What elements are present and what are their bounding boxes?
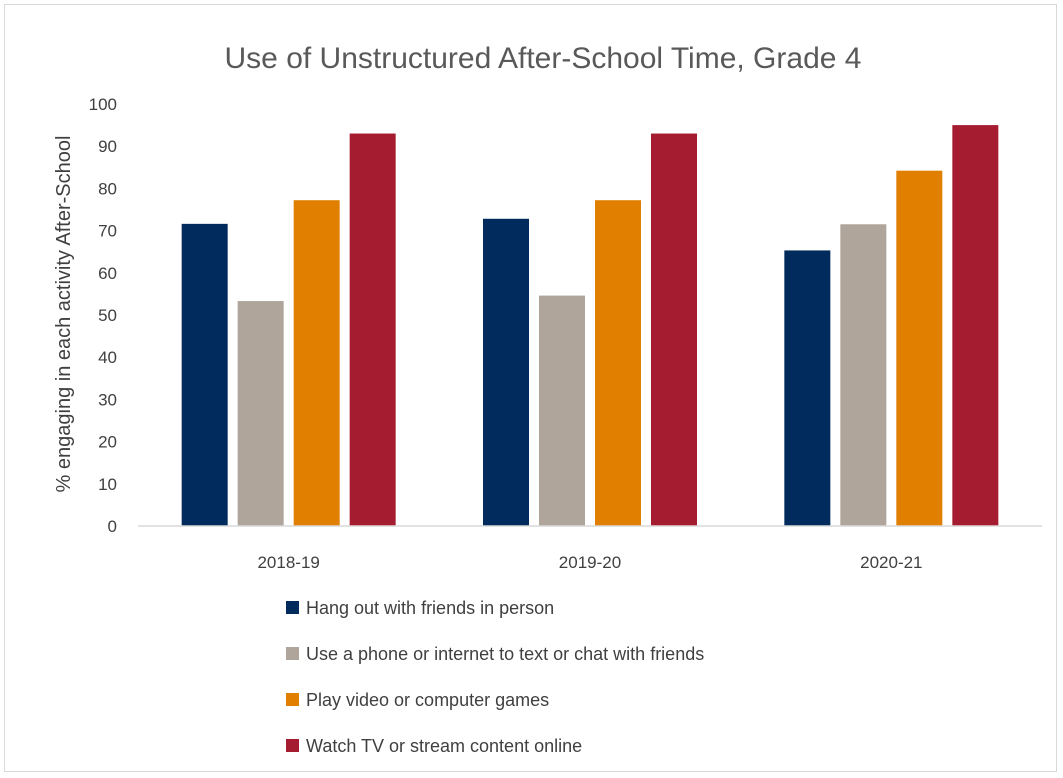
y-tick-label: 40 <box>98 348 117 367</box>
x-tick-label: 2019-20 <box>559 553 621 572</box>
bar-series-1-2018-19 <box>181 223 228 526</box>
bars <box>181 125 999 527</box>
legend-label: Use a phone or internet to text or chat … <box>306 644 704 664</box>
x-tick-label: 2020-21 <box>860 553 922 572</box>
y-tick-label: 90 <box>98 137 117 156</box>
y-tick-label: 100 <box>89 95 117 114</box>
y-tick-label: 80 <box>98 179 117 198</box>
bar-series-2-2020-21 <box>840 224 887 526</box>
y-axis-title: % engaging in each activity After-School <box>53 136 75 493</box>
y-tick-label: 70 <box>98 222 117 241</box>
legend: Hang out with friends in person Use a pho… <box>286 598 704 756</box>
bar-series-1-2019-20 <box>483 218 529 526</box>
x-tick-label: 2018-19 <box>257 553 319 572</box>
bar-series-2-2018-19 <box>237 301 284 526</box>
legend-label: Play video or computer games <box>306 690 549 710</box>
legend-swatch <box>286 739 299 752</box>
bar-series-3-2020-21 <box>896 170 943 526</box>
bar-series-4-2020-21 <box>952 125 999 526</box>
chart-title: Use of Unstructured After-School Time, G… <box>225 42 862 75</box>
x-axis-ticks: 2018-19 2019-20 2020-21 <box>257 553 922 572</box>
legend-swatch <box>286 601 299 614</box>
y-axis-ticks: 0 10 20 30 40 50 60 70 80 90 100 <box>89 95 117 536</box>
legend-label: Hang out with friends in person <box>306 598 554 618</box>
legend-swatch <box>286 647 299 660</box>
y-tick-label: 0 <box>108 517 117 536</box>
bar-series-4-2019-20 <box>651 133 697 527</box>
bar-series-4-2018-19 <box>349 133 396 527</box>
bar-series-1-2020-21 <box>784 250 831 526</box>
y-tick-label: 10 <box>98 475 117 494</box>
legend-label: Watch TV or stream content online <box>306 736 582 756</box>
bar-series-3-2019-20 <box>595 200 641 526</box>
y-tick-label: 30 <box>98 390 117 409</box>
legend-swatch <box>286 693 299 706</box>
bar-series-3-2018-19 <box>293 200 340 526</box>
y-tick-label: 50 <box>98 306 117 325</box>
y-tick-label: 20 <box>98 433 117 452</box>
bar-series-2-2019-20 <box>539 295 585 526</box>
y-tick-label: 60 <box>98 264 117 283</box>
